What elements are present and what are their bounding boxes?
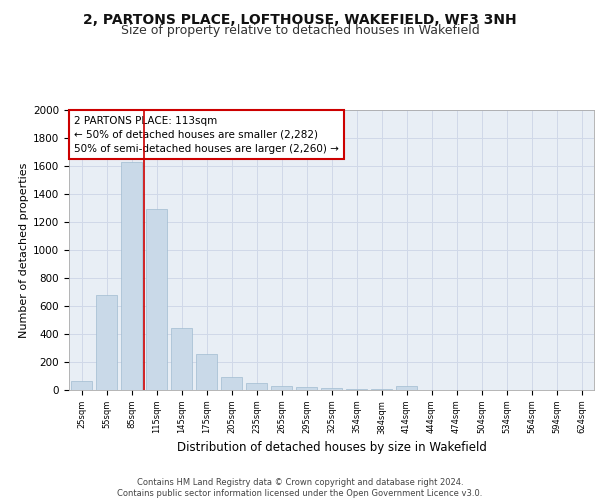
Bar	[121, 162, 142, 390]
Text: Contains HM Land Registry data © Crown copyright and database right 2024.
Contai: Contains HM Land Registry data © Crown c…	[118, 478, 482, 498]
Bar	[346, 388, 367, 390]
X-axis label: Distribution of detached houses by size in Wakefield: Distribution of detached houses by size …	[176, 440, 487, 454]
Y-axis label: Number of detached properties: Number of detached properties	[19, 162, 29, 338]
Bar	[196, 354, 217, 390]
Text: Size of property relative to detached houses in Wakefield: Size of property relative to detached ho…	[121, 24, 479, 37]
Bar	[171, 328, 192, 390]
Bar	[146, 210, 167, 390]
Bar	[221, 378, 242, 390]
Text: 2, PARTONS PLACE, LOFTHOUSE, WAKEFIELD, WF3 3NH: 2, PARTONS PLACE, LOFTHOUSE, WAKEFIELD, …	[83, 12, 517, 26]
Bar	[246, 383, 267, 390]
Bar	[321, 388, 342, 390]
Bar	[396, 386, 417, 390]
Bar	[296, 387, 317, 390]
Bar	[96, 295, 117, 390]
Text: 2 PARTONS PLACE: 113sqm
← 50% of detached houses are smaller (2,282)
50% of semi: 2 PARTONS PLACE: 113sqm ← 50% of detache…	[74, 116, 339, 154]
Bar	[271, 386, 292, 390]
Bar	[71, 381, 92, 390]
